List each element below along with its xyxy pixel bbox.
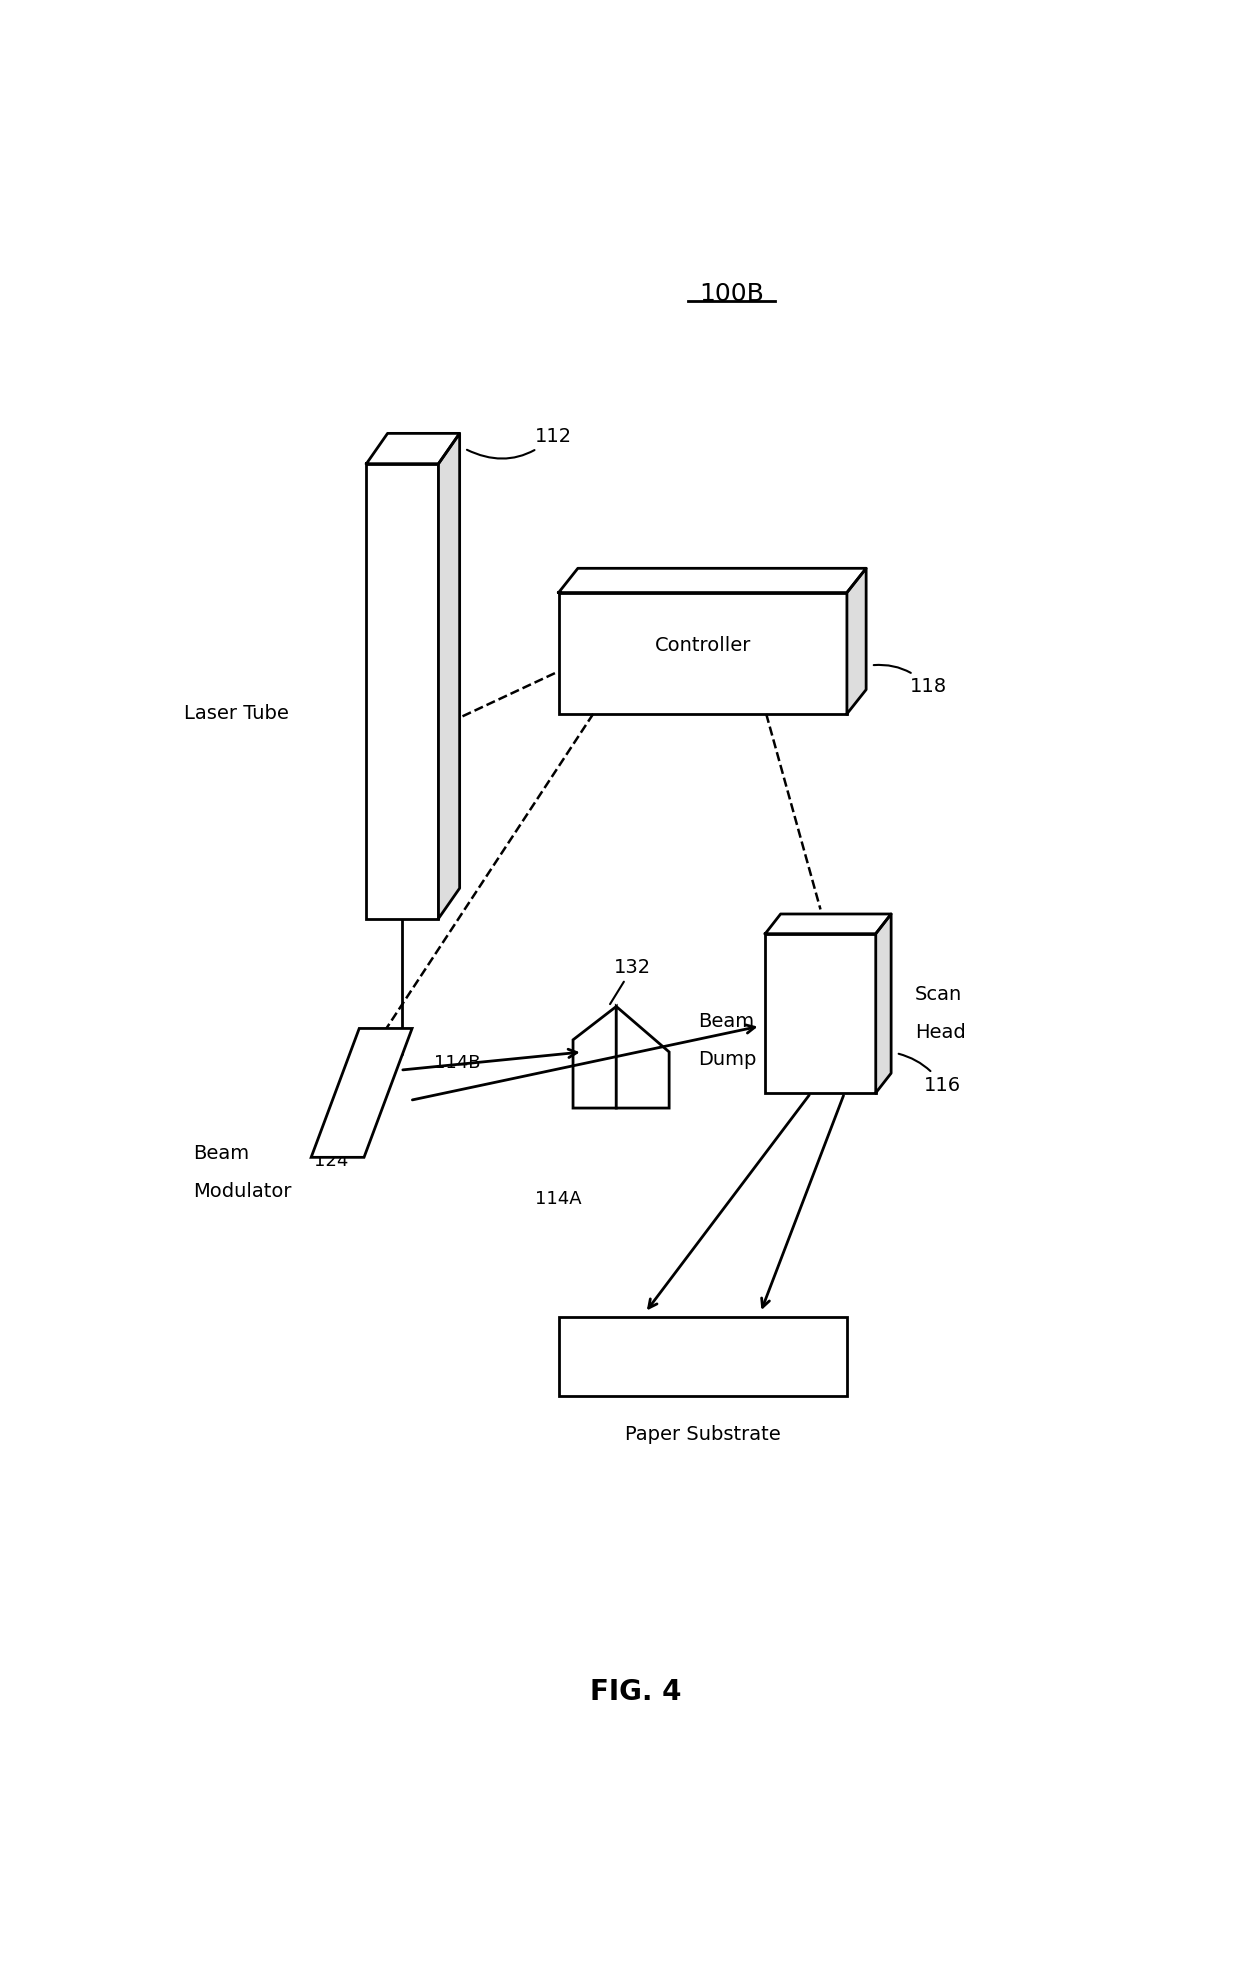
Text: Scan: Scan bbox=[915, 984, 962, 1004]
Bar bbox=[367, 463, 439, 918]
Text: Modulator: Modulator bbox=[193, 1181, 291, 1201]
Polygon shape bbox=[558, 569, 866, 593]
Bar bbox=[558, 1317, 847, 1396]
Text: 132: 132 bbox=[610, 957, 651, 1004]
Text: 114A: 114A bbox=[534, 1189, 582, 1209]
Text: Dump: Dump bbox=[698, 1049, 756, 1069]
Bar bbox=[558, 593, 847, 715]
Text: Controller: Controller bbox=[655, 636, 751, 656]
Text: Beam: Beam bbox=[698, 1012, 754, 1032]
Polygon shape bbox=[765, 914, 892, 933]
Text: FIG. 4: FIG. 4 bbox=[590, 1678, 681, 1705]
Text: Paper Substrate: Paper Substrate bbox=[625, 1424, 781, 1443]
Text: Beam: Beam bbox=[193, 1144, 249, 1164]
Text: 112: 112 bbox=[467, 427, 572, 459]
Bar bbox=[765, 933, 875, 1093]
Polygon shape bbox=[311, 1028, 412, 1158]
Text: 100B: 100B bbox=[699, 282, 764, 305]
Polygon shape bbox=[616, 1006, 670, 1109]
Text: 118: 118 bbox=[874, 666, 946, 697]
Text: 124': 124' bbox=[314, 1152, 353, 1170]
Polygon shape bbox=[573, 1006, 616, 1109]
Text: Laser Tube: Laser Tube bbox=[184, 705, 289, 723]
Polygon shape bbox=[439, 433, 460, 918]
Polygon shape bbox=[847, 569, 866, 715]
Text: 114B: 114B bbox=[434, 1053, 480, 1071]
Polygon shape bbox=[875, 914, 892, 1093]
Polygon shape bbox=[367, 433, 460, 463]
Text: Head: Head bbox=[915, 1024, 966, 1042]
Text: 116: 116 bbox=[899, 1053, 961, 1095]
